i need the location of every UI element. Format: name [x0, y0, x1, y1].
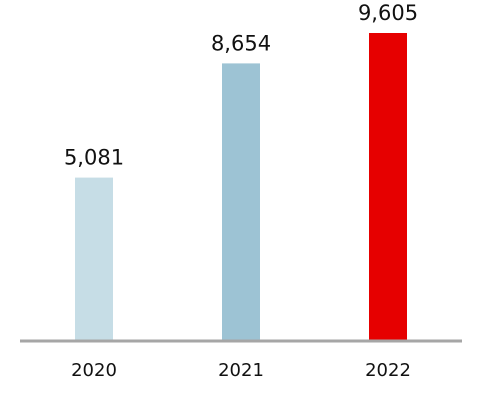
- x-tick-labels-layer: 2020 2021 2022: [71, 360, 411, 381]
- value-label-2021: 8,654: [211, 31, 271, 55]
- bar-2020: [75, 177, 113, 340]
- bars-layer: [75, 33, 407, 340]
- x-tick-label-2022: 2022: [365, 360, 411, 381]
- value-label-2022: 9,605: [358, 1, 418, 25]
- value-labels-layer: 5,081 8,654 9,605: [64, 1, 418, 170]
- value-label-2020: 5,081: [64, 146, 124, 170]
- bar-2022: [369, 33, 407, 340]
- x-tick-label-2021: 2021: [218, 360, 264, 381]
- x-tick-label-2020: 2020: [71, 360, 117, 381]
- bar-2021: [222, 63, 260, 340]
